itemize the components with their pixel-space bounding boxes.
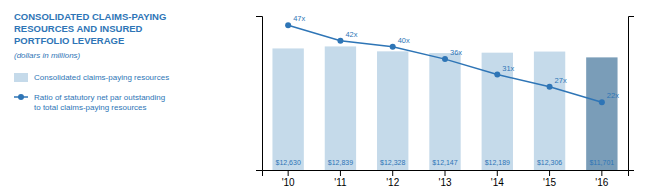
ratio-label: 47x bbox=[293, 14, 305, 23]
y-axis bbox=[256, 17, 263, 171]
title-line: PORTFOLIO LEVERAGE bbox=[14, 35, 124, 46]
x-tick-mark bbox=[445, 170, 446, 176]
legend-label-line: to total claims-paying resources bbox=[34, 103, 147, 112]
x-tick: '14 bbox=[491, 170, 504, 188]
bar-label: $12,189 bbox=[485, 159, 510, 166]
ratio-dot bbox=[285, 22, 291, 28]
legend-label-line: Consolidated claims-paying resources bbox=[34, 73, 169, 82]
bar-label: $11,701 bbox=[589, 159, 614, 166]
plot: $12,630 $12,839 $12,328 $12,147 $12,189 $12,3… bbox=[256, 14, 634, 188]
x-tick-label: '10 bbox=[282, 177, 295, 188]
ratio-dot bbox=[442, 56, 448, 62]
ratio-dot bbox=[547, 84, 553, 90]
ratio-dot bbox=[599, 99, 605, 105]
legend-item: Ratio of statutory net par outstandingto… bbox=[14, 93, 165, 112]
x-tick: '13 bbox=[438, 170, 451, 188]
ratio-dot bbox=[337, 38, 343, 44]
marks bbox=[272, 22, 617, 170]
bar bbox=[586, 57, 617, 170]
ratio-label: 36x bbox=[450, 48, 462, 57]
bar bbox=[429, 53, 460, 170]
legend-item: Consolidated claims-paying resources bbox=[14, 73, 169, 82]
legend-label: Consolidated claims-paying resources bbox=[34, 73, 169, 82]
subtitle: (dollars in millions) bbox=[14, 51, 81, 60]
x-tick-mark bbox=[601, 170, 602, 176]
bar-label: $12,328 bbox=[380, 159, 405, 166]
bar-label: $12,147 bbox=[432, 159, 457, 166]
bar bbox=[534, 52, 565, 170]
y2-axis bbox=[629, 17, 635, 171]
legend-swatch bbox=[14, 73, 28, 82]
title-line: RESOURCES AND INSURED bbox=[14, 23, 143, 34]
legend: Consolidated claims-paying resources Rati… bbox=[14, 73, 169, 112]
x-tick-label: '12 bbox=[386, 177, 399, 188]
ratio-dot bbox=[390, 44, 396, 50]
ratio-label: 42x bbox=[345, 30, 357, 39]
x-axis: '10 '11 '12 '13 '14 '15 '16 bbox=[263, 170, 629, 188]
x-tick: '12 bbox=[386, 170, 399, 188]
legend-label: Ratio of statutory net par outstandingto… bbox=[34, 93, 165, 112]
ratio-label: 31x bbox=[502, 64, 514, 73]
x-tick-label: '14 bbox=[491, 177, 504, 188]
x-axis-line bbox=[263, 171, 629, 177]
x-tick-mark bbox=[340, 170, 341, 176]
ratio-label: 40x bbox=[398, 36, 410, 45]
legend-label-line: Ratio of statutory net par outstanding bbox=[34, 93, 165, 102]
chart: CONSOLIDATED CLAIMS-PAYINGRESOURCES AND … bbox=[0, 0, 652, 190]
x-tick-mark bbox=[497, 170, 498, 176]
title-line: CONSOLIDATED CLAIMS-PAYING bbox=[14, 11, 166, 22]
bar bbox=[377, 51, 408, 170]
legend-swatch-marker bbox=[18, 94, 24, 100]
x-tick-label: '13 bbox=[438, 177, 451, 188]
data-labels: $12,630 $12,839 $12,328 $12,147 $12,189 $12,3… bbox=[275, 14, 619, 166]
title: CONSOLIDATED CLAIMS-PAYINGRESOURCES AND … bbox=[14, 11, 166, 46]
bar bbox=[325, 46, 356, 170]
x-tick: '15 bbox=[543, 170, 556, 188]
x-tick-label: '16 bbox=[595, 177, 608, 188]
x-tick: '11 bbox=[334, 170, 347, 188]
x-tick-mark bbox=[549, 170, 550, 176]
x-tick: '16 bbox=[595, 170, 608, 188]
ratio-label: 27x bbox=[555, 76, 567, 85]
x-tick-label: '11 bbox=[334, 177, 347, 188]
ratio-dot bbox=[494, 72, 500, 78]
ratio-line bbox=[288, 25, 602, 102]
y2-axis-line bbox=[629, 17, 635, 171]
bar-label: $12,839 bbox=[328, 159, 353, 166]
y-axis-line bbox=[256, 17, 263, 171]
x-tick: '10 bbox=[282, 170, 295, 188]
bar-label: $12,630 bbox=[275, 159, 300, 166]
x-tick-label: '15 bbox=[543, 177, 556, 188]
x-tick-mark bbox=[288, 170, 289, 176]
bar bbox=[272, 48, 303, 170]
ratio-label: 22x bbox=[607, 91, 619, 100]
bar-label: $12,306 bbox=[537, 159, 562, 166]
x-tick-mark bbox=[392, 170, 393, 176]
